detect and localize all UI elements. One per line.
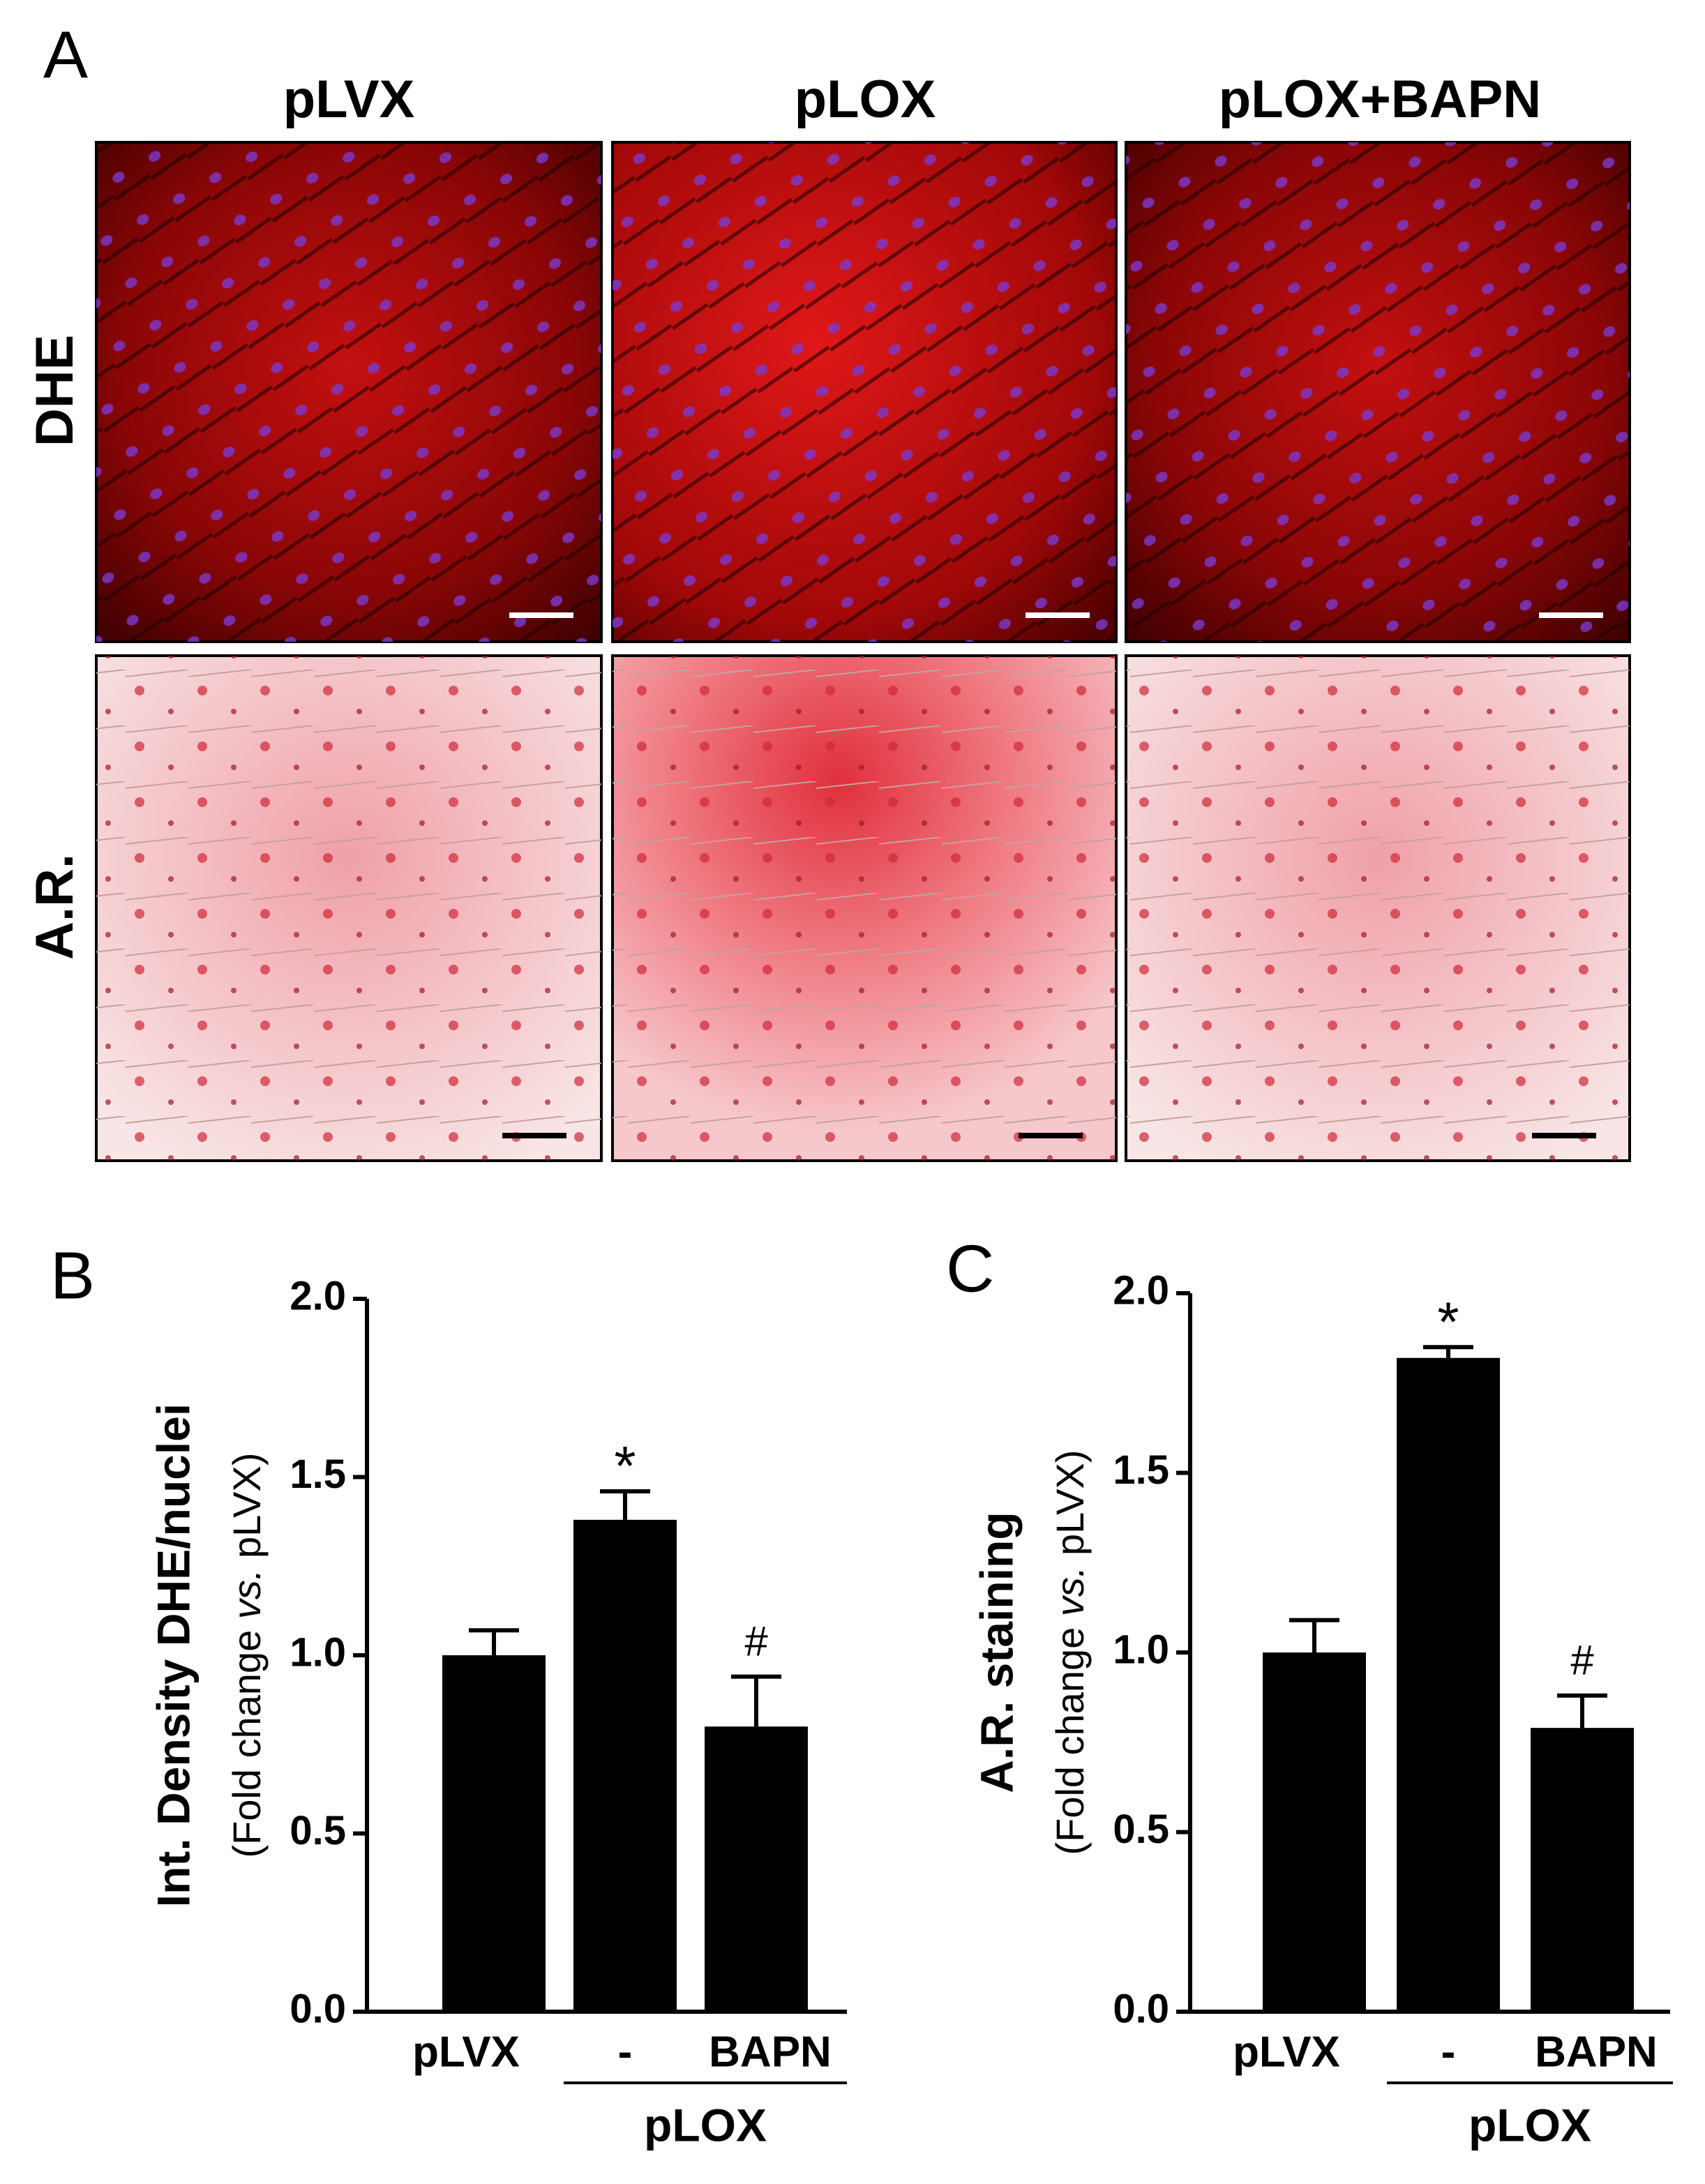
y-axis-title: Int. Density DHE/nuclei [147, 1403, 199, 1907]
significance-mark: # [744, 1618, 768, 1665]
x-tick-label: pLVX [412, 2028, 520, 2076]
significance-mark: # [1570, 1637, 1594, 1684]
y-axis-subtitle-part: pLVX) [225, 1452, 269, 1569]
y-axis-subtitle-part: vs. [1048, 1567, 1092, 1617]
y-tick-label: 0.5 [290, 1808, 346, 1853]
y-tick-label: 2.0 [1113, 1267, 1169, 1313]
y-axis-subtitle-part: (Fold change [225, 1619, 269, 1858]
y-tick-label: 0.0 [290, 1986, 346, 2031]
bar [442, 1655, 546, 2012]
y-axis-subtitle: (Fold change vs. pLVX) [225, 1452, 269, 1858]
x-tick-label: BAPN [1535, 2028, 1658, 2076]
row-label: DHE [25, 335, 84, 446]
bar [1397, 1357, 1500, 2012]
y-tick-label: 1.0 [1113, 1627, 1169, 1672]
y-tick-label: 1.5 [1113, 1447, 1169, 1493]
column-label: pLOX+BAPN [1219, 70, 1541, 129]
y-axis-subtitle-part: pLVX) [1048, 1449, 1092, 1566]
y-axis-subtitle-part: vs. [225, 1569, 269, 1620]
y-axis-subtitle-part: (Fold change [1048, 1616, 1092, 1855]
panel-letter: B [50, 1238, 95, 1313]
column-label: pLVX [283, 70, 415, 129]
column-label: pLOX [795, 70, 936, 129]
y-tick-label: 1.5 [290, 1452, 346, 1497]
x-tick-label: pLVX [1233, 2028, 1340, 2076]
group-label: pLOX [644, 2099, 767, 2151]
x-tick-label: BAPN [709, 2028, 832, 2076]
y-axis-subtitle: (Fold change vs. pLVX) [1048, 1449, 1092, 1855]
micrographs [95, 141, 1631, 1162]
panel-letter: C [946, 1231, 994, 1306]
y-tick-label: 0.0 [1113, 1986, 1169, 2031]
bar [573, 1519, 677, 2012]
bar [1263, 1652, 1366, 2012]
significance-mark: * [1437, 1290, 1459, 1353]
y-tick-label: 1.0 [290, 1629, 346, 1675]
y-tick-label: 2.0 [290, 1273, 346, 1318]
x-tick-label: - [618, 2028, 633, 2076]
group-label: pLOX [1469, 2099, 1591, 2151]
y-axis-title: A.R. staining [970, 1512, 1022, 1793]
x-tick-label: - [1441, 2028, 1456, 2076]
panel-letter: A [43, 17, 88, 92]
significance-mark: * [614, 1435, 636, 1497]
bar [1531, 1728, 1634, 2012]
y-tick-label: 0.5 [1113, 1807, 1169, 1852]
bar [705, 1726, 808, 2012]
row-label: A.R. [25, 854, 84, 960]
